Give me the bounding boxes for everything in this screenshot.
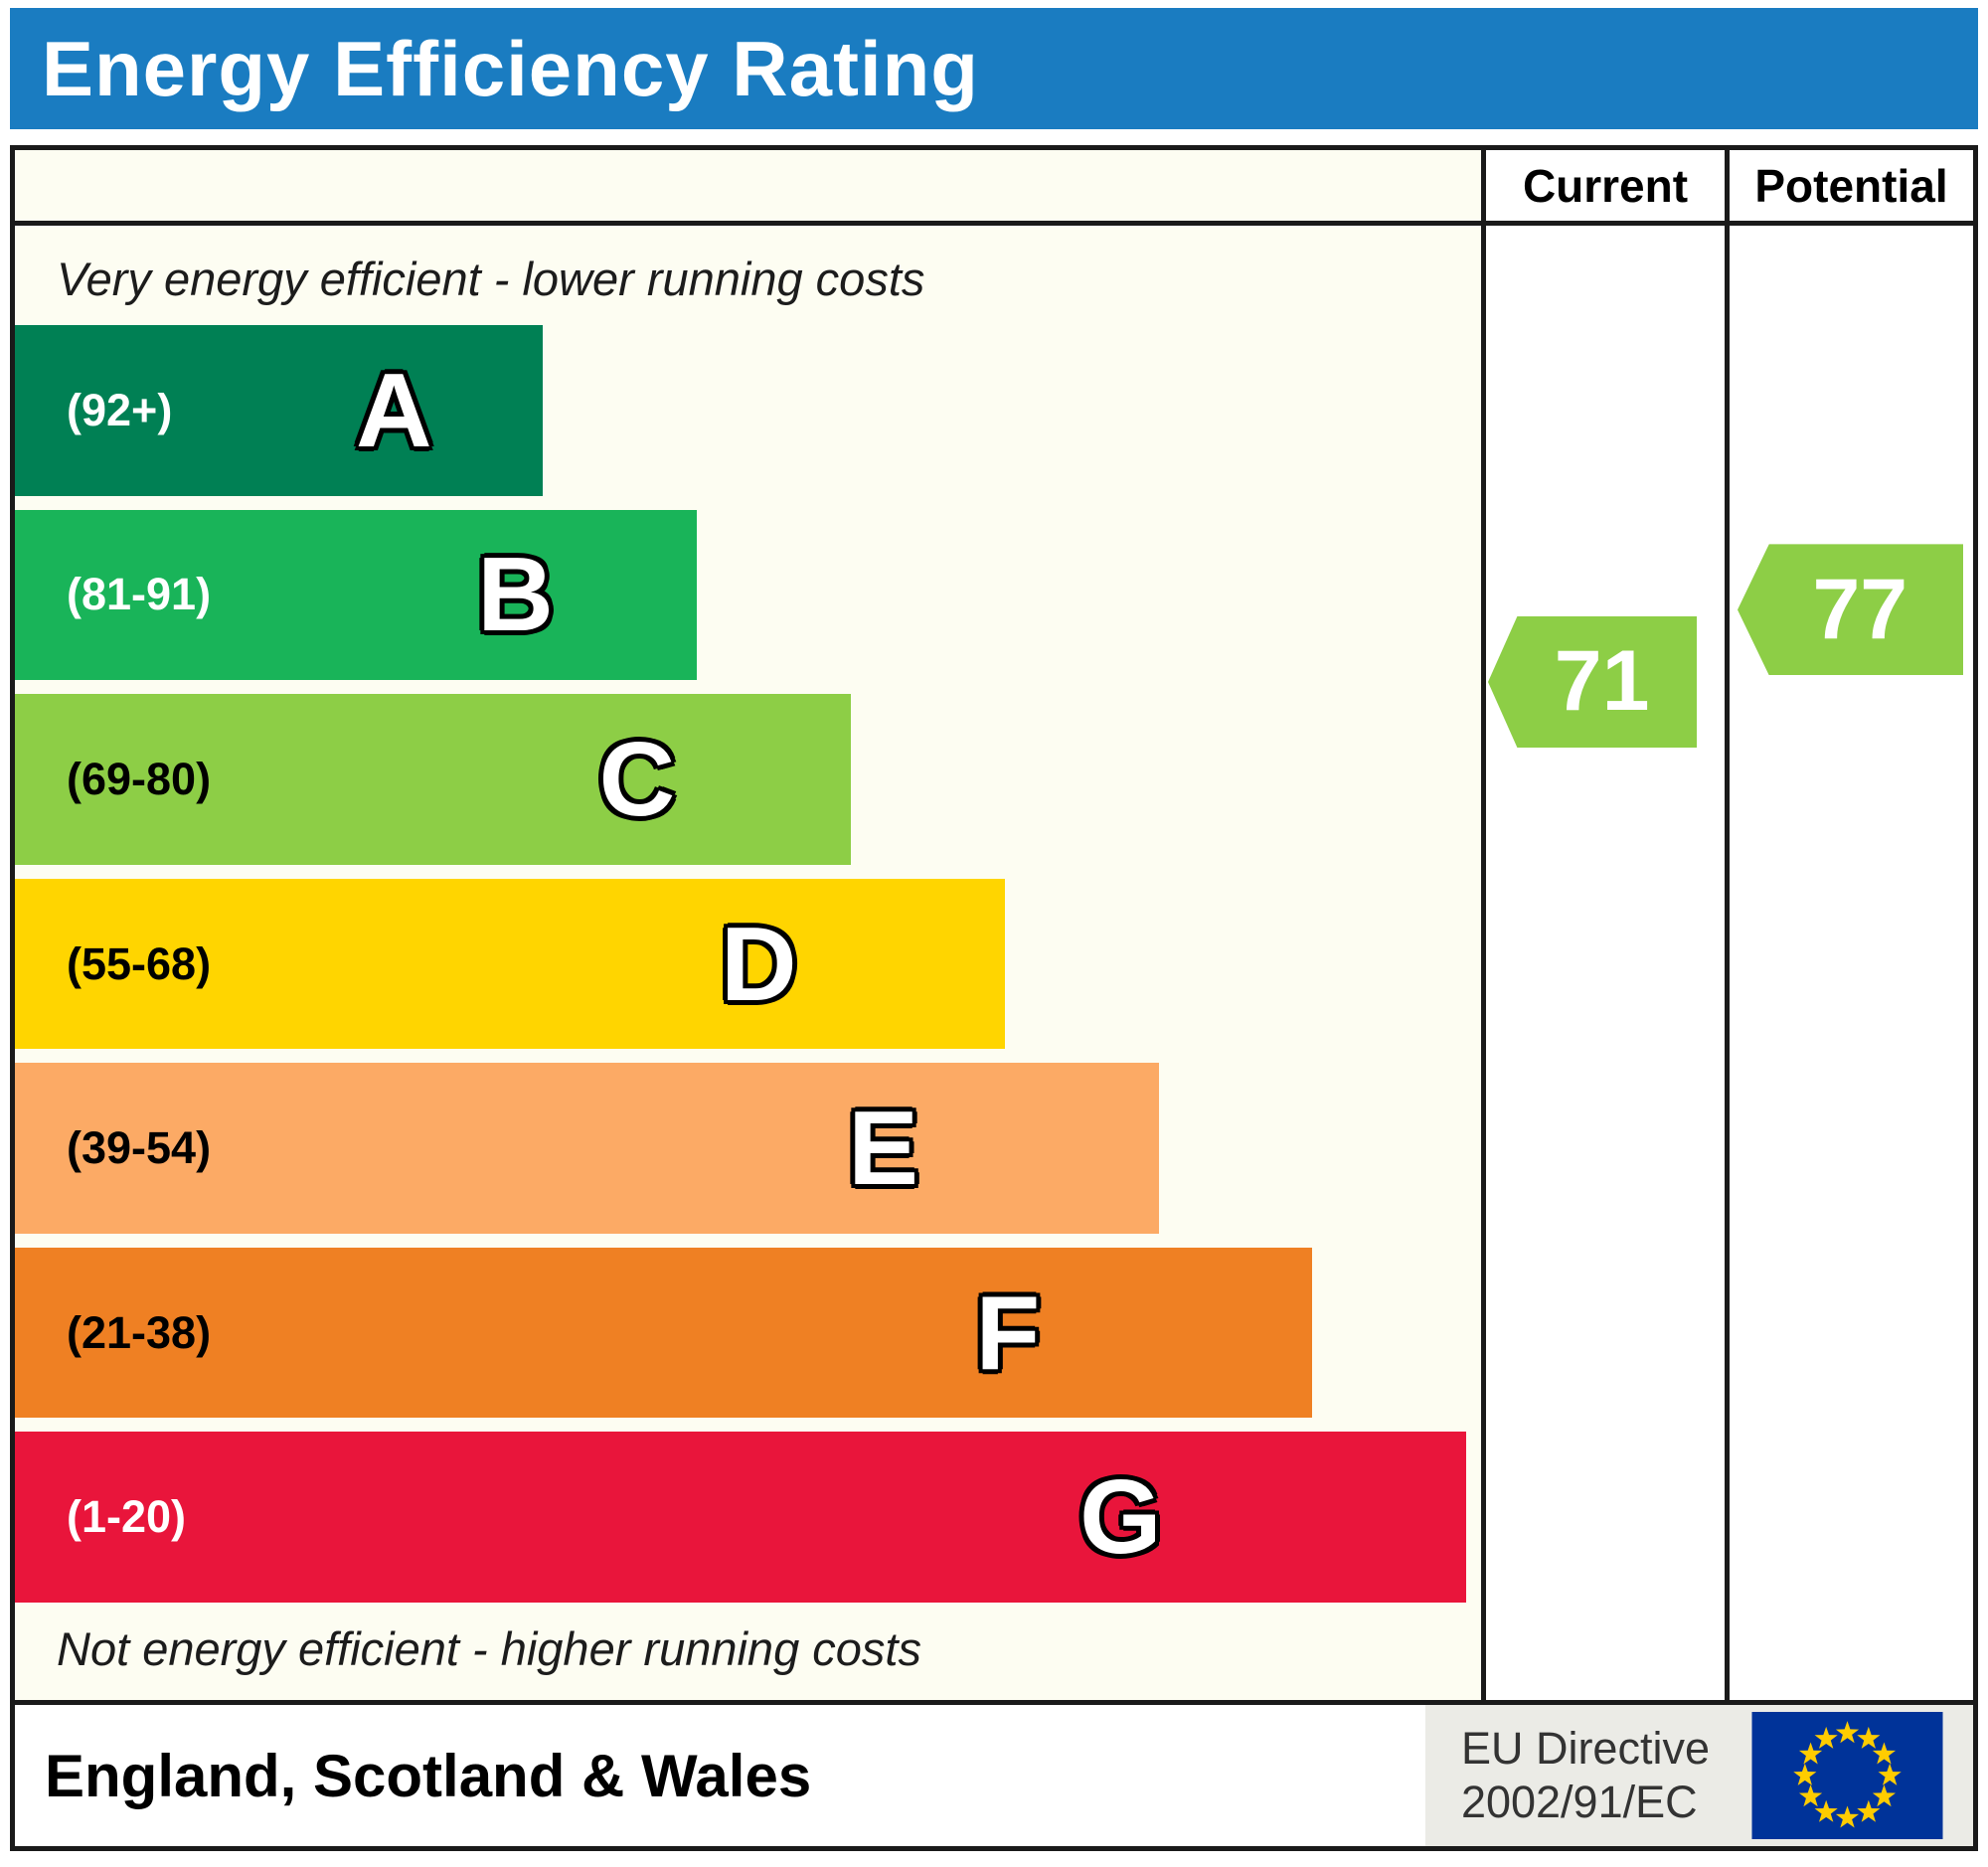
band-row: (55-68) D bbox=[15, 878, 1481, 1050]
band-range-label: (81-91) bbox=[67, 569, 212, 620]
band-bar: (55-68) D bbox=[15, 878, 1005, 1050]
chart-frame: Current Potential Very energy efficient … bbox=[10, 145, 1978, 1851]
band-row: (81-91) B bbox=[15, 509, 1481, 681]
band-row: (39-54) E bbox=[15, 1063, 1481, 1234]
band-bar: (81-91) B bbox=[15, 509, 697, 681]
eu-directive-line-1: EU Directive bbox=[1460, 1723, 1710, 1774]
eu-directive-line-2: 2002/91/EC bbox=[1460, 1777, 1698, 1827]
chart-footer: England, Scotland & Wales EU Directive 2… bbox=[15, 1705, 1973, 1846]
current-rating-column: 71 bbox=[1486, 226, 1730, 1700]
potential-rating-arrow: 77 bbox=[1738, 544, 1963, 676]
eu-directive-label: EU Directive 2002/91/EC bbox=[1461, 1722, 1710, 1829]
chart-grid: Current Potential Very energy efficient … bbox=[15, 150, 1973, 1705]
footer-directive-panel: EU Directive 2002/91/EC bbox=[1424, 1705, 1973, 1846]
band-letter: B bbox=[477, 536, 554, 654]
band-bar: (39-54) E bbox=[15, 1063, 1159, 1234]
bands: (92+) A (81-91) B (69-80) C (55-68) D (3… bbox=[15, 317, 1481, 1612]
corner-cell bbox=[15, 150, 1486, 226]
band-letter: F bbox=[975, 1273, 1041, 1392]
eu-flag-icon bbox=[1751, 1712, 1943, 1839]
band-letter: E bbox=[848, 1090, 918, 1208]
band-letter: D bbox=[720, 905, 797, 1023]
band-bar: (69-80) C bbox=[15, 694, 851, 865]
band-range-label: (55-68) bbox=[67, 937, 212, 989]
band-row: (21-38) F bbox=[15, 1247, 1481, 1419]
page-title: Energy Efficiency Rating bbox=[42, 24, 979, 112]
potential-column-header: Potential bbox=[1730, 150, 1973, 226]
band-bar: (92+) A bbox=[15, 325, 543, 496]
band-row: (1-20) G bbox=[15, 1432, 1481, 1604]
band-row: (69-80) C bbox=[15, 694, 1481, 865]
bottom-note: Not energy efficient - higher running co… bbox=[57, 1621, 921, 1675]
band-letter: G bbox=[1079, 1458, 1162, 1577]
band-range-label: (1-20) bbox=[67, 1491, 187, 1543]
band-bar: (1-20) G bbox=[15, 1432, 1467, 1604]
current-rating-arrow: 71 bbox=[1488, 615, 1697, 748]
band-range-label: (69-80) bbox=[67, 753, 212, 804]
potential-rating-value: 77 bbox=[1812, 561, 1908, 657]
region-label: England, Scotland & Wales bbox=[45, 1742, 812, 1809]
band-row: (92+) A bbox=[15, 325, 1481, 496]
potential-rating-column: 77 bbox=[1730, 226, 1973, 1700]
band-range-label: (92+) bbox=[67, 384, 173, 435]
current-rating-value: 71 bbox=[1554, 633, 1650, 730]
top-note: Very energy efficient - lower running co… bbox=[57, 252, 925, 305]
band-bar: (21-38) F bbox=[15, 1247, 1313, 1419]
bands-area: Very energy efficient - lower running co… bbox=[15, 226, 1486, 1700]
band-letter: A bbox=[355, 351, 432, 469]
band-letter: C bbox=[598, 720, 676, 838]
band-range-label: (39-54) bbox=[67, 1122, 212, 1174]
current-column-header: Current bbox=[1486, 150, 1730, 226]
chart-title-bar: Energy Efficiency Rating bbox=[10, 8, 1978, 129]
band-range-label: (21-38) bbox=[67, 1306, 212, 1358]
